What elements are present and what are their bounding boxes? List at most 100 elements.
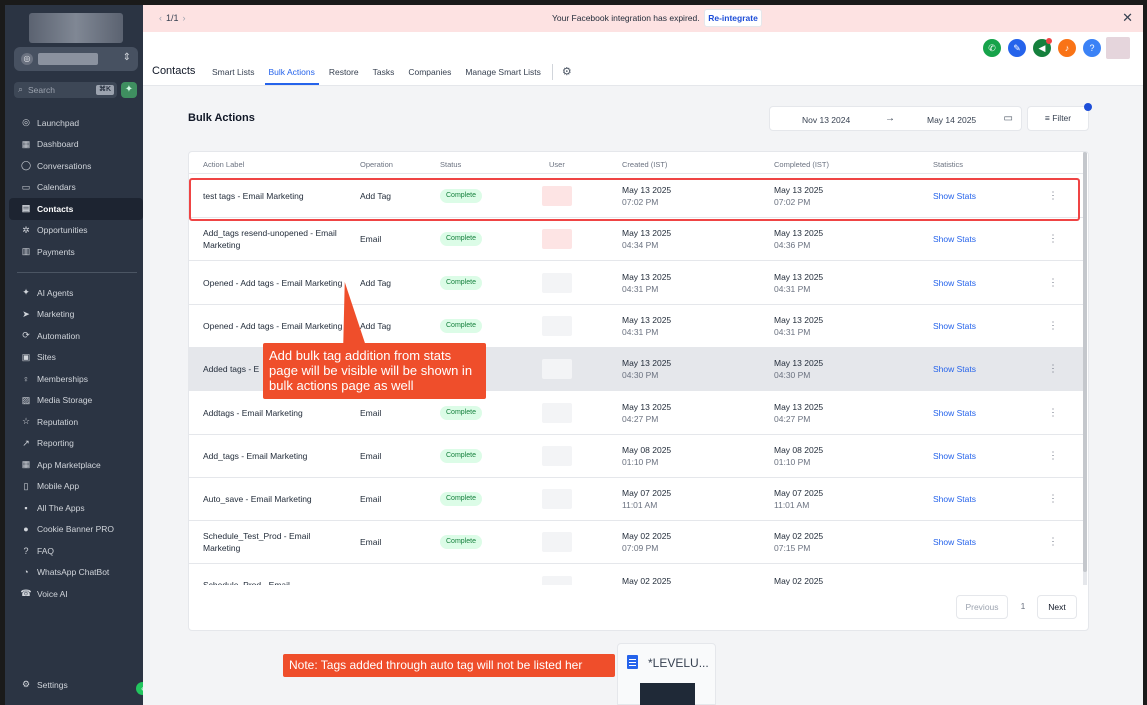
sidebar-item-launchpad[interactable]: ◎ Launchpad [9,112,143,134]
gear-icon[interactable]: ⚙ [561,66,572,78]
next-page-button[interactable]: Next [1037,595,1077,619]
sidebar-item-opportunities[interactable]: ✲ Opportunities [9,220,143,242]
status-badge: Complete [440,535,482,550]
sidebar-item-label: Opportunities [37,225,88,236]
sidebar-item-mobile-app[interactable]: ▯ Mobile App [9,476,143,498]
table-row[interactable]: Addtags - Email Marketing Email Complete Ma… [189,392,1084,435]
scrollbar-thumb[interactable] [1083,152,1087,572]
more-vertical-icon[interactable]: ⋮ [1048,233,1058,245]
show-stats-link[interactable]: Show Stats [933,494,976,505]
table-row[interactable]: Opened - Add tags - Email Marketing Add T… [189,262,1084,305]
sidebar-item-memberships[interactable]: ♀ Memberships [9,368,143,390]
table-row[interactable]: Auto_save - Email Marketing Email Complete… [189,478,1084,522]
chevron-left-icon[interactable]: ‹ [159,13,162,23]
file-preview-card[interactable]: *LEVELU... [617,643,716,705]
top-bar: ✆ ✎ ◀ ♪? [143,32,1143,86]
show-stats-link[interactable]: Show Stats [933,234,976,245]
user-avatar-redacted [542,402,572,423]
sidebar-item-whatsapp-chatbot[interactable]: ◔ WhatsApp ChatBot [9,562,143,584]
sidebar-item-payments[interactable]: ▥ Payments [9,241,143,263]
show-stats-link[interactable]: Show Stats [933,191,976,201]
sidebar-item-app-marketplace[interactable]: ▦ App Marketplace [9,454,143,476]
phone-icon[interactable]: ✆ [983,39,1001,57]
sidebar-item-marketing[interactable]: ➤ Marketing [9,304,143,326]
action-label: Added tags - E [203,364,260,375]
table-row[interactable]: test tags - Email Marketing Add Tag Comple… [189,175,1084,218]
created-date: May 13 2025 [622,228,672,239]
filter-button[interactable]: ≡ Filter [1027,106,1089,131]
sidebar-item-automation[interactable]: ⟳ Automation [9,325,143,347]
table-row[interactable]: Add_tags - Email Marketing Email Complete M… [189,435,1084,478]
more-vertical-icon[interactable]: ⋮ [1048,407,1058,418]
tab-bulk-actions[interactable]: Bulk Actions [264,67,320,85]
table-row[interactable]: Schedule_Prod - Email May 02 2025 May 02 2… [189,565,1084,585]
company-logo[interactable] [29,13,123,43]
show-stats-link[interactable]: Show Stats [933,407,976,418]
show-stats-link[interactable]: Show Stats [933,450,976,461]
completed-time: 04:36 PM [774,240,811,251]
status-badge: Complete [440,492,482,507]
sidebar-item-settings[interactable]: ⚙ Settings [20,679,68,690]
tab-smart-lists[interactable]: Smart Lists [212,67,255,77]
avatar[interactable] [1106,37,1130,59]
more-vertical-icon[interactable]: ⋮ [1048,536,1058,548]
sidebar-item-label: Automation [37,330,80,341]
compass-icon[interactable]: ✎ [1008,39,1026,57]
quick-add-button[interactable]: ✦ [121,82,137,98]
table-scrollbar[interactable] [1083,152,1087,585]
tab-restore[interactable]: Restore [328,67,359,77]
show-stats-link[interactable]: Show Stats [933,277,976,288]
show-stats-link[interactable]: Show Stats [933,364,976,375]
table-row[interactable]: Opened - Add tags - Email Marketing Add T… [189,305,1084,348]
tab-tasks[interactable]: Tasks [372,67,395,77]
close-icon[interactable]: ✕ [1122,10,1133,25]
sidebar-item-all-the-apps[interactable]: ▪ All The Apps [9,497,143,519]
tab-manage-smart-lists[interactable]: Manage Smart Lists [465,67,541,77]
sidebar-item-calendars[interactable]: ▭ Calendars [9,177,143,199]
page-number[interactable]: 1 [1020,601,1026,611]
date-range-picker[interactable]: Nov 13 2024 → May 14 2025 ▭ [769,106,1022,131]
table-row[interactable]: Add_tags resend-unopened - Email Marketi… [189,218,1084,262]
completed-date: May 02 2025 [774,575,824,585]
table-row[interactable]: Schedule_Test_Prod - Email Marketing Emai… [189,521,1084,565]
more-vertical-icon[interactable]: ⋮ [1048,277,1058,289]
sidebar-search[interactable]: ⌕ Search ⌘K [14,82,117,98]
filter-active-dot [1084,103,1092,111]
megaphone-icon[interactable]: ◀ [1033,38,1052,57]
reporting-icon: ↗ [22,437,30,448]
sidebar-item-cookie-banner-pro[interactable]: ● Cookie Banner PRO [9,519,143,541]
sidebar-item-sites[interactable]: ▣ Sites [9,347,143,369]
created-time: 07:02 PM [622,197,659,207]
tab-companies[interactable]: Companies [408,67,452,77]
created-cell: May 08 2025 01:10 PM [622,444,671,468]
location-switcher[interactable]: ◎ ⇕ [14,47,138,71]
sidebar-item-faq[interactable]: ? FAQ [9,540,143,562]
help-icon[interactable]: ? [1083,39,1101,57]
show-stats-link[interactable]: Show Stats [933,537,976,548]
ai-agents-icon: ✦ [22,287,30,298]
sidebar-item-media-storage[interactable]: ▨ Media Storage [9,390,143,412]
sidebar-item-dashboard[interactable]: ▦ Dashboard [9,134,143,156]
sidebar-item-label: Reputation [37,416,79,427]
sidebar-item-contacts[interactable]: ▤ Contacts [9,198,143,220]
chevron-right-icon[interactable]: › [182,13,186,23]
sidebar-item-reputation[interactable]: ☆ Reputation [9,411,143,433]
created-cell: May 02 2025 07:09 PM [622,530,671,554]
more-vertical-icon[interactable]: ⋮ [1048,363,1058,375]
previous-page-button[interactable]: Previous [956,595,1008,619]
show-stats-link[interactable]: Show Stats [933,320,976,331]
more-vertical-icon[interactable]: ⋮ [1048,190,1058,202]
reintegrate-button[interactable]: Re-integrate [704,9,762,27]
sidebar-item-ai-agents[interactable]: ✦ AI Agents [9,282,143,304]
search-icon: ⌕ [18,84,24,94]
sidebar-item-conversations[interactable]: ◯ Conversations [9,155,143,177]
sidebar-item-voice-ai[interactable]: ☎ Voice AI [9,583,143,605]
more-vertical-icon[interactable]: ⋮ [1048,320,1058,332]
more-vertical-icon[interactable]: ⋮ [1048,493,1058,505]
more-vertical-icon[interactable]: ⋮ [1048,450,1058,462]
sidebar-item-reporting[interactable]: ↗ Reporting [9,433,143,455]
bell-icon[interactable]: ♪ [1058,39,1076,57]
operation: Email [360,537,382,548]
sidebar: ◎ ⇕ ⌕ Search ⌘K ✦ ◎ Launchpad ▦ Dashboard ◯ C… [5,5,149,705]
action-label: test tags - Email Marketing [203,191,304,201]
